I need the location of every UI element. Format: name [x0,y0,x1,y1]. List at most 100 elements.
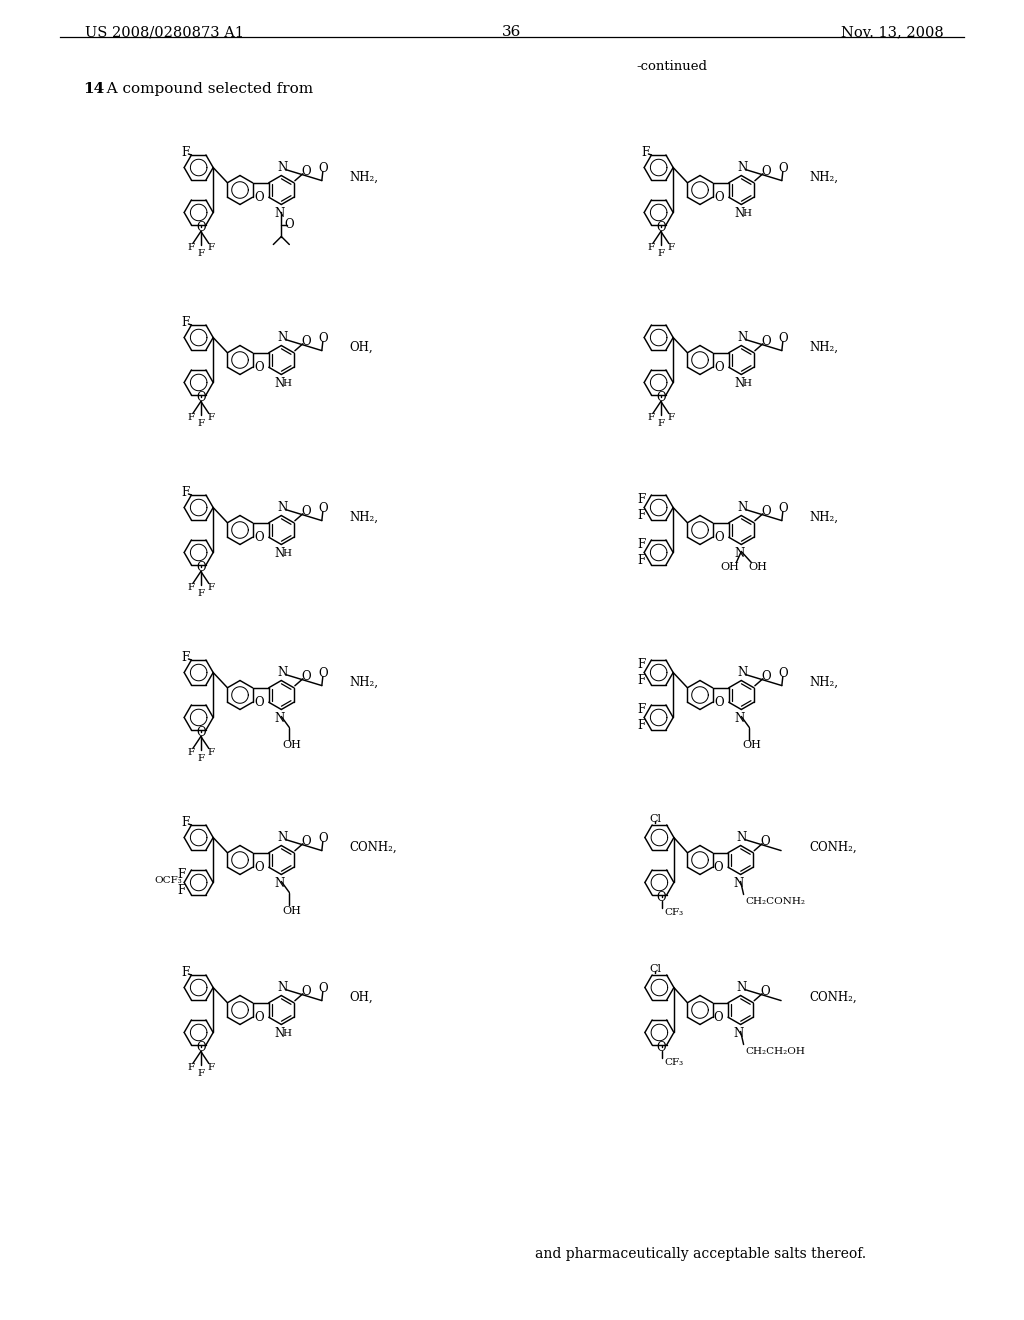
Text: F: F [181,487,189,499]
Text: O: O [656,891,667,904]
Text: CONH₂,: CONH₂, [809,841,857,854]
Text: O: O [318,162,328,176]
Text: O: O [761,165,771,178]
Text: O: O [714,531,724,544]
Text: NH₂,: NH₂, [350,172,379,183]
Text: H: H [283,549,292,558]
Text: N: N [733,876,743,890]
Text: F: F [668,243,675,252]
Text: F: F [177,884,185,898]
Text: N: N [737,502,748,513]
Text: O: O [761,506,771,519]
Text: N: N [278,981,288,994]
Text: O: O [714,861,723,874]
Text: F: F [181,317,189,330]
Text: N: N [736,832,746,843]
Text: O: O [254,531,263,544]
Text: . A compound selected from: . A compound selected from [97,82,313,96]
Text: O: O [196,1041,206,1053]
Text: CONH₂,: CONH₂, [809,991,857,1005]
Text: -continued: -continued [637,59,708,73]
Text: O: O [254,861,263,874]
Text: O: O [761,671,771,684]
Text: F: F [637,659,645,672]
Text: OH: OH [741,741,761,751]
Text: O: O [254,360,263,374]
Text: F: F [637,508,645,521]
Text: N: N [278,502,288,513]
Text: F: F [198,1069,205,1078]
Text: O: O [301,985,310,998]
Text: N: N [736,981,746,994]
Text: F: F [187,243,195,252]
Text: N: N [274,546,285,560]
Text: Cl: Cl [649,964,662,974]
Text: F: F [641,147,649,160]
Text: OH: OH [720,561,738,572]
Text: O: O [656,1041,667,1053]
Text: O: O [196,726,206,739]
Text: O: O [318,982,328,995]
Text: F: F [637,718,645,731]
Text: N: N [733,1027,743,1040]
Text: OH,: OH, [350,991,374,1005]
Text: O: O [285,218,294,231]
Text: F: F [637,704,645,717]
Text: F: F [187,1063,195,1072]
Text: CONH₂,: CONH₂, [350,841,397,854]
Text: N: N [278,832,288,843]
Text: N: N [734,546,744,560]
Text: F: F [657,418,665,428]
Text: N: N [274,207,285,220]
Text: F: F [187,748,195,756]
Text: O: O [196,220,206,234]
Text: N: N [737,667,748,678]
Text: O: O [761,985,770,998]
Text: O: O [254,1011,263,1024]
Text: F: F [187,413,195,422]
Text: N: N [278,331,288,345]
Text: NH₂,: NH₂, [810,676,839,689]
Text: O: O [714,360,724,374]
Text: O: O [778,333,787,345]
Text: O: O [318,502,328,515]
Text: F: F [198,418,205,428]
Text: 36: 36 [503,25,521,40]
Text: NH₂,: NH₂, [350,511,379,524]
Text: O: O [301,335,310,348]
Text: F: F [207,243,214,252]
Text: OH: OH [282,906,301,916]
Text: N: N [274,1027,285,1040]
Text: O: O [778,162,787,176]
Text: NH₂,: NH₂, [810,341,839,354]
Text: F: F [637,673,645,686]
Text: F: F [207,748,214,756]
Text: N: N [734,207,744,220]
Text: F: F [198,589,205,598]
Text: Cl: Cl [649,814,662,824]
Text: N: N [737,161,748,174]
Text: OH: OH [282,741,301,751]
Text: O: O [714,191,724,203]
Text: F: F [637,539,645,552]
Text: O: O [196,561,206,574]
Text: O: O [301,506,310,519]
Text: O: O [714,696,724,709]
Text: O: O [301,671,310,684]
Text: NH₂,: NH₂, [810,511,839,524]
Text: N: N [278,161,288,174]
Text: O: O [761,836,770,849]
Text: F: F [181,147,189,160]
Text: CH₂CH₂OH: CH₂CH₂OH [745,1047,806,1056]
Text: O: O [301,165,310,178]
Text: F: F [657,249,665,257]
Text: H: H [283,1030,292,1038]
Text: F: F [207,413,214,422]
Text: OH: OH [748,561,767,572]
Text: O: O [778,502,787,515]
Text: 14: 14 [83,82,104,96]
Text: OCF₃: OCF₃ [155,876,182,884]
Text: NH₂,: NH₂, [810,172,839,183]
Text: F: F [187,583,195,591]
Text: N: N [278,667,288,678]
